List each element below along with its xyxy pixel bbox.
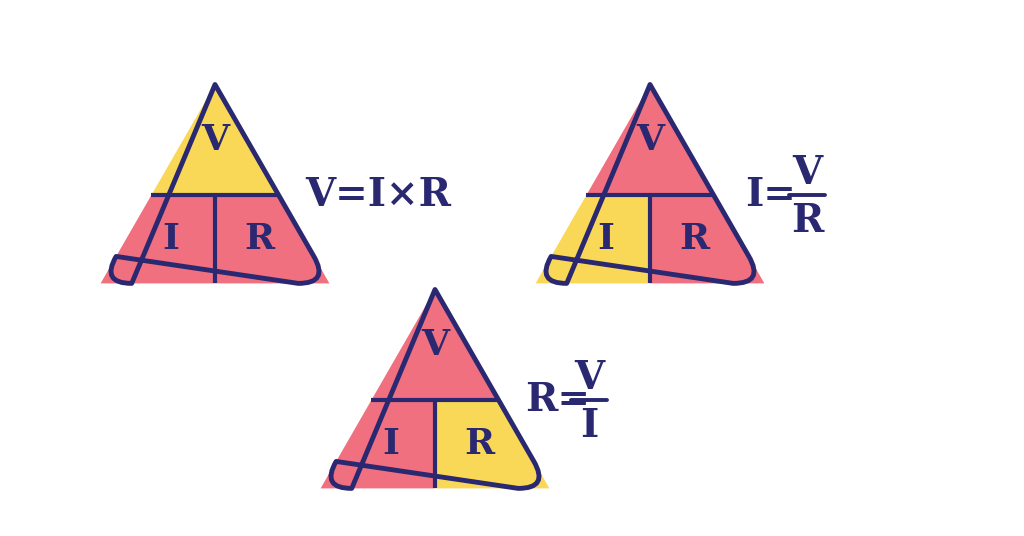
Text: V: V [792,154,822,192]
Polygon shape [435,400,550,488]
PathPatch shape [111,85,319,284]
PathPatch shape [546,85,754,284]
Polygon shape [100,195,215,284]
Text: V: V [201,123,229,157]
Text: I: I [597,222,614,256]
Text: I: I [580,407,598,445]
Polygon shape [152,85,279,195]
Text: V: V [636,123,664,157]
Text: R=: R= [525,381,590,419]
Polygon shape [372,289,499,400]
Text: I: I [162,222,179,256]
Polygon shape [321,400,435,488]
Polygon shape [587,85,714,195]
Polygon shape [215,195,330,284]
PathPatch shape [331,289,539,488]
Text: R: R [791,202,823,240]
Polygon shape [536,195,650,284]
Text: I=: I= [745,176,796,214]
Text: R: R [465,427,495,461]
Text: I: I [382,427,399,461]
Text: R: R [680,222,710,256]
Text: V: V [573,359,604,397]
Text: V=I×R: V=I×R [305,176,451,214]
Text: V: V [421,327,449,362]
Text: R: R [245,222,274,256]
Polygon shape [650,195,764,284]
